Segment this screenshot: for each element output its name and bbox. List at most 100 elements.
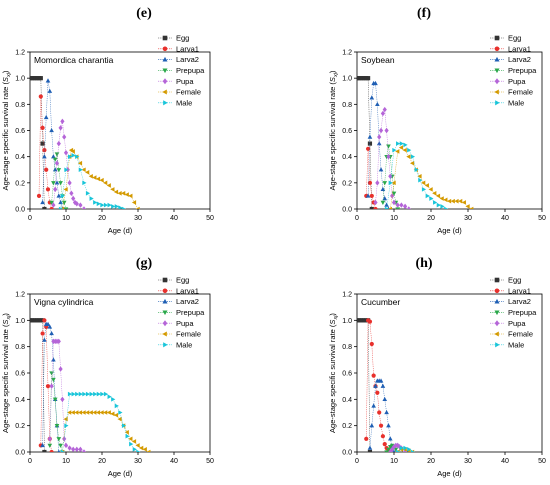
data-point-male [75, 154, 80, 159]
data-point-pupa [60, 118, 65, 125]
data-point-prepupa [56, 168, 62, 173]
legend-label-egg: Egg [508, 276, 521, 285]
data-point-larva1 [378, 423, 384, 428]
legend-marker-larva2 [494, 298, 500, 304]
legend-label-pupa: Pupa [176, 77, 194, 86]
series-line-prepupa [382, 146, 398, 209]
legend-marker-prepupa [494, 310, 500, 316]
data-point-female [417, 173, 422, 179]
data-point-male [396, 449, 401, 452]
data-point-female [81, 410, 86, 415]
y-tick-label: 0.8 [15, 102, 25, 109]
legend-label-male: Male [176, 98, 192, 107]
data-point-female [63, 416, 68, 422]
legend-marker-pupa [162, 78, 168, 85]
data-point-pupa [81, 206, 87, 209]
data-point-egg [38, 76, 43, 81]
data-point-larva1 [44, 167, 49, 172]
data-point-female [59, 206, 65, 209]
data-point-pupa [406, 206, 411, 209]
data-point-male [114, 403, 119, 409]
data-point-male [396, 141, 401, 146]
x-tick-label: 30 [134, 215, 142, 222]
data-point-male [100, 391, 105, 397]
data-point-male [421, 187, 427, 192]
x-tick-label: 50 [206, 458, 214, 465]
data-point-pupa [53, 186, 58, 193]
data-point-larva1 [380, 434, 385, 439]
data-point-pupa [54, 160, 60, 166]
data-point-male [410, 449, 416, 452]
data-point-larva2 [380, 383, 386, 388]
legend-label-pupa: Pupa [508, 77, 526, 86]
data-point-prepupa [47, 443, 53, 448]
x-tick-label: 30 [464, 458, 472, 465]
legend-marker-egg [162, 277, 168, 283]
data-point-male [67, 391, 73, 397]
data-point-female [88, 410, 93, 415]
data-point-female [95, 410, 101, 415]
x-tick-label: 30 [134, 458, 142, 465]
data-point-prepupa [49, 200, 54, 205]
data-point-pupa [67, 180, 72, 186]
data-point-pupa [395, 202, 400, 208]
data-point-egg [42, 449, 47, 452]
data-point-larva2 [386, 423, 391, 428]
series-area [357, 318, 416, 452]
data-point-larva2 [45, 321, 51, 326]
legend-marker-larva1 [162, 46, 168, 52]
data-point-larva1 [367, 319, 373, 324]
legend-marker-egg [162, 35, 168, 41]
legend-label-male: Male [176, 340, 192, 349]
data-point-female [124, 192, 129, 197]
data-point-pupa [375, 180, 380, 186]
legend-marker-male [495, 100, 500, 106]
x-tick-label: 40 [170, 458, 178, 465]
data-point-male [118, 205, 123, 209]
chart-title: Momordica charantia [34, 55, 114, 65]
data-point-pupa [388, 449, 393, 452]
legend-marker-female [162, 331, 167, 337]
data-point-male [103, 202, 109, 208]
data-point-female [395, 149, 400, 154]
data-point-male [440, 204, 445, 209]
data-point-egg [42, 206, 47, 209]
series-line-male [386, 143, 446, 209]
data-point-larva2 [52, 167, 58, 172]
y-tick-label: 0.8 [15, 344, 25, 351]
data-point-female [458, 198, 463, 204]
data-point-egg [369, 206, 374, 209]
series-area [357, 76, 474, 209]
legend-marker-prepupa [162, 310, 168, 316]
data-point-prepupa [382, 181, 388, 186]
data-point-pupa [56, 140, 61, 147]
legend-marker-larva2 [162, 298, 168, 304]
legend-label-larva2: Larva2 [176, 55, 199, 64]
legend-marker-pupa [494, 320, 500, 327]
data-point-male [60, 193, 65, 199]
data-point-female [63, 187, 68, 192]
data-point-male [132, 447, 137, 452]
data-point-prepupa [386, 447, 391, 452]
data-point-female [81, 167, 86, 173]
chart-panel-1: (e) 0 10 20 30 40 50 0.0 0.2 0.4 0.6 0.8 1.0 1.2 Age (… [1, 6, 214, 235]
data-point-male [403, 445, 408, 451]
data-point-larva2 [369, 95, 375, 100]
data-point-female [106, 183, 111, 188]
data-point-prepupa [56, 437, 62, 442]
panel-letter: (g) [136, 256, 153, 271]
y-tick-label: 1.2 [15, 50, 25, 57]
series-line-larva1 [366, 148, 376, 209]
data-point-pupa [67, 445, 72, 451]
data-point-female [92, 175, 97, 180]
data-point-female [77, 160, 83, 166]
data-point-prepupa [58, 443, 63, 448]
series-line-egg [30, 320, 45, 452]
data-point-larva1 [371, 373, 376, 378]
data-point-male [75, 391, 80, 397]
data-point-female [387, 206, 392, 209]
data-point-male [67, 154, 73, 159]
y-tick-label: 0.6 [342, 371, 352, 378]
data-point-male [64, 423, 69, 428]
data-point-male [121, 206, 127, 209]
